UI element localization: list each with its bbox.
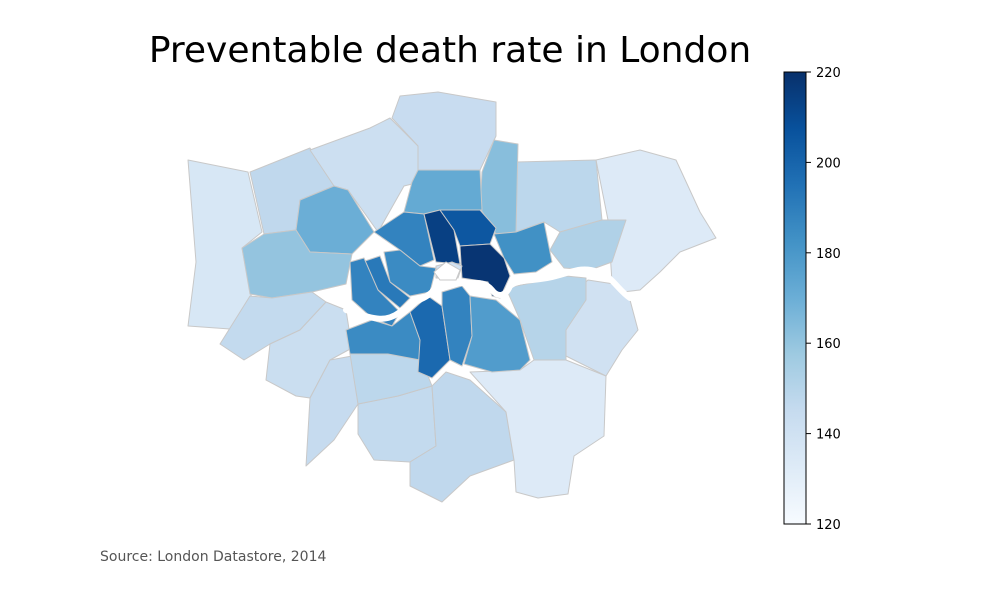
borough-ealing <box>241 229 353 299</box>
river-thames <box>343 266 633 322</box>
borough-haringey <box>403 169 483 215</box>
colorbar-tick-label: 180 <box>816 247 841 262</box>
chart-title: Preventable death rate in London <box>148 30 752 71</box>
borough-havering <box>595 149 717 293</box>
borough-newham <box>493 221 553 275</box>
colorbar-tick-label: 140 <box>816 428 841 443</box>
colorbar-ticks: 120 140 160 180 200 220 <box>806 66 841 533</box>
borough-croydon <box>409 371 515 503</box>
colorbar-tick-label: 220 <box>816 66 841 81</box>
source-note: Source: London Datastore, 2014 <box>100 549 327 565</box>
borough-redbridge <box>515 159 603 233</box>
colorbar-gradient <box>783 71 807 525</box>
borough-barking <box>549 219 627 271</box>
colorbar-tick-label: 120 <box>816 518 841 533</box>
colorbar: 120 140 160 180 200 220 <box>783 66 841 533</box>
borough-islington <box>423 209 461 265</box>
borough-tower-hamlets <box>459 243 511 299</box>
borough-layer <box>187 91 717 503</box>
colorbar-tick-label: 200 <box>816 156 841 171</box>
borough-lewisham <box>463 295 531 373</box>
borough-hammersmith <box>349 257 401 327</box>
borough-lambeth <box>409 295 451 379</box>
borough-southwark <box>441 285 473 367</box>
borough-enfield <box>391 91 497 171</box>
central-white-patch <box>433 261 461 281</box>
borough-richmond <box>265 301 353 399</box>
colorbar-tick-label: 160 <box>816 337 841 352</box>
